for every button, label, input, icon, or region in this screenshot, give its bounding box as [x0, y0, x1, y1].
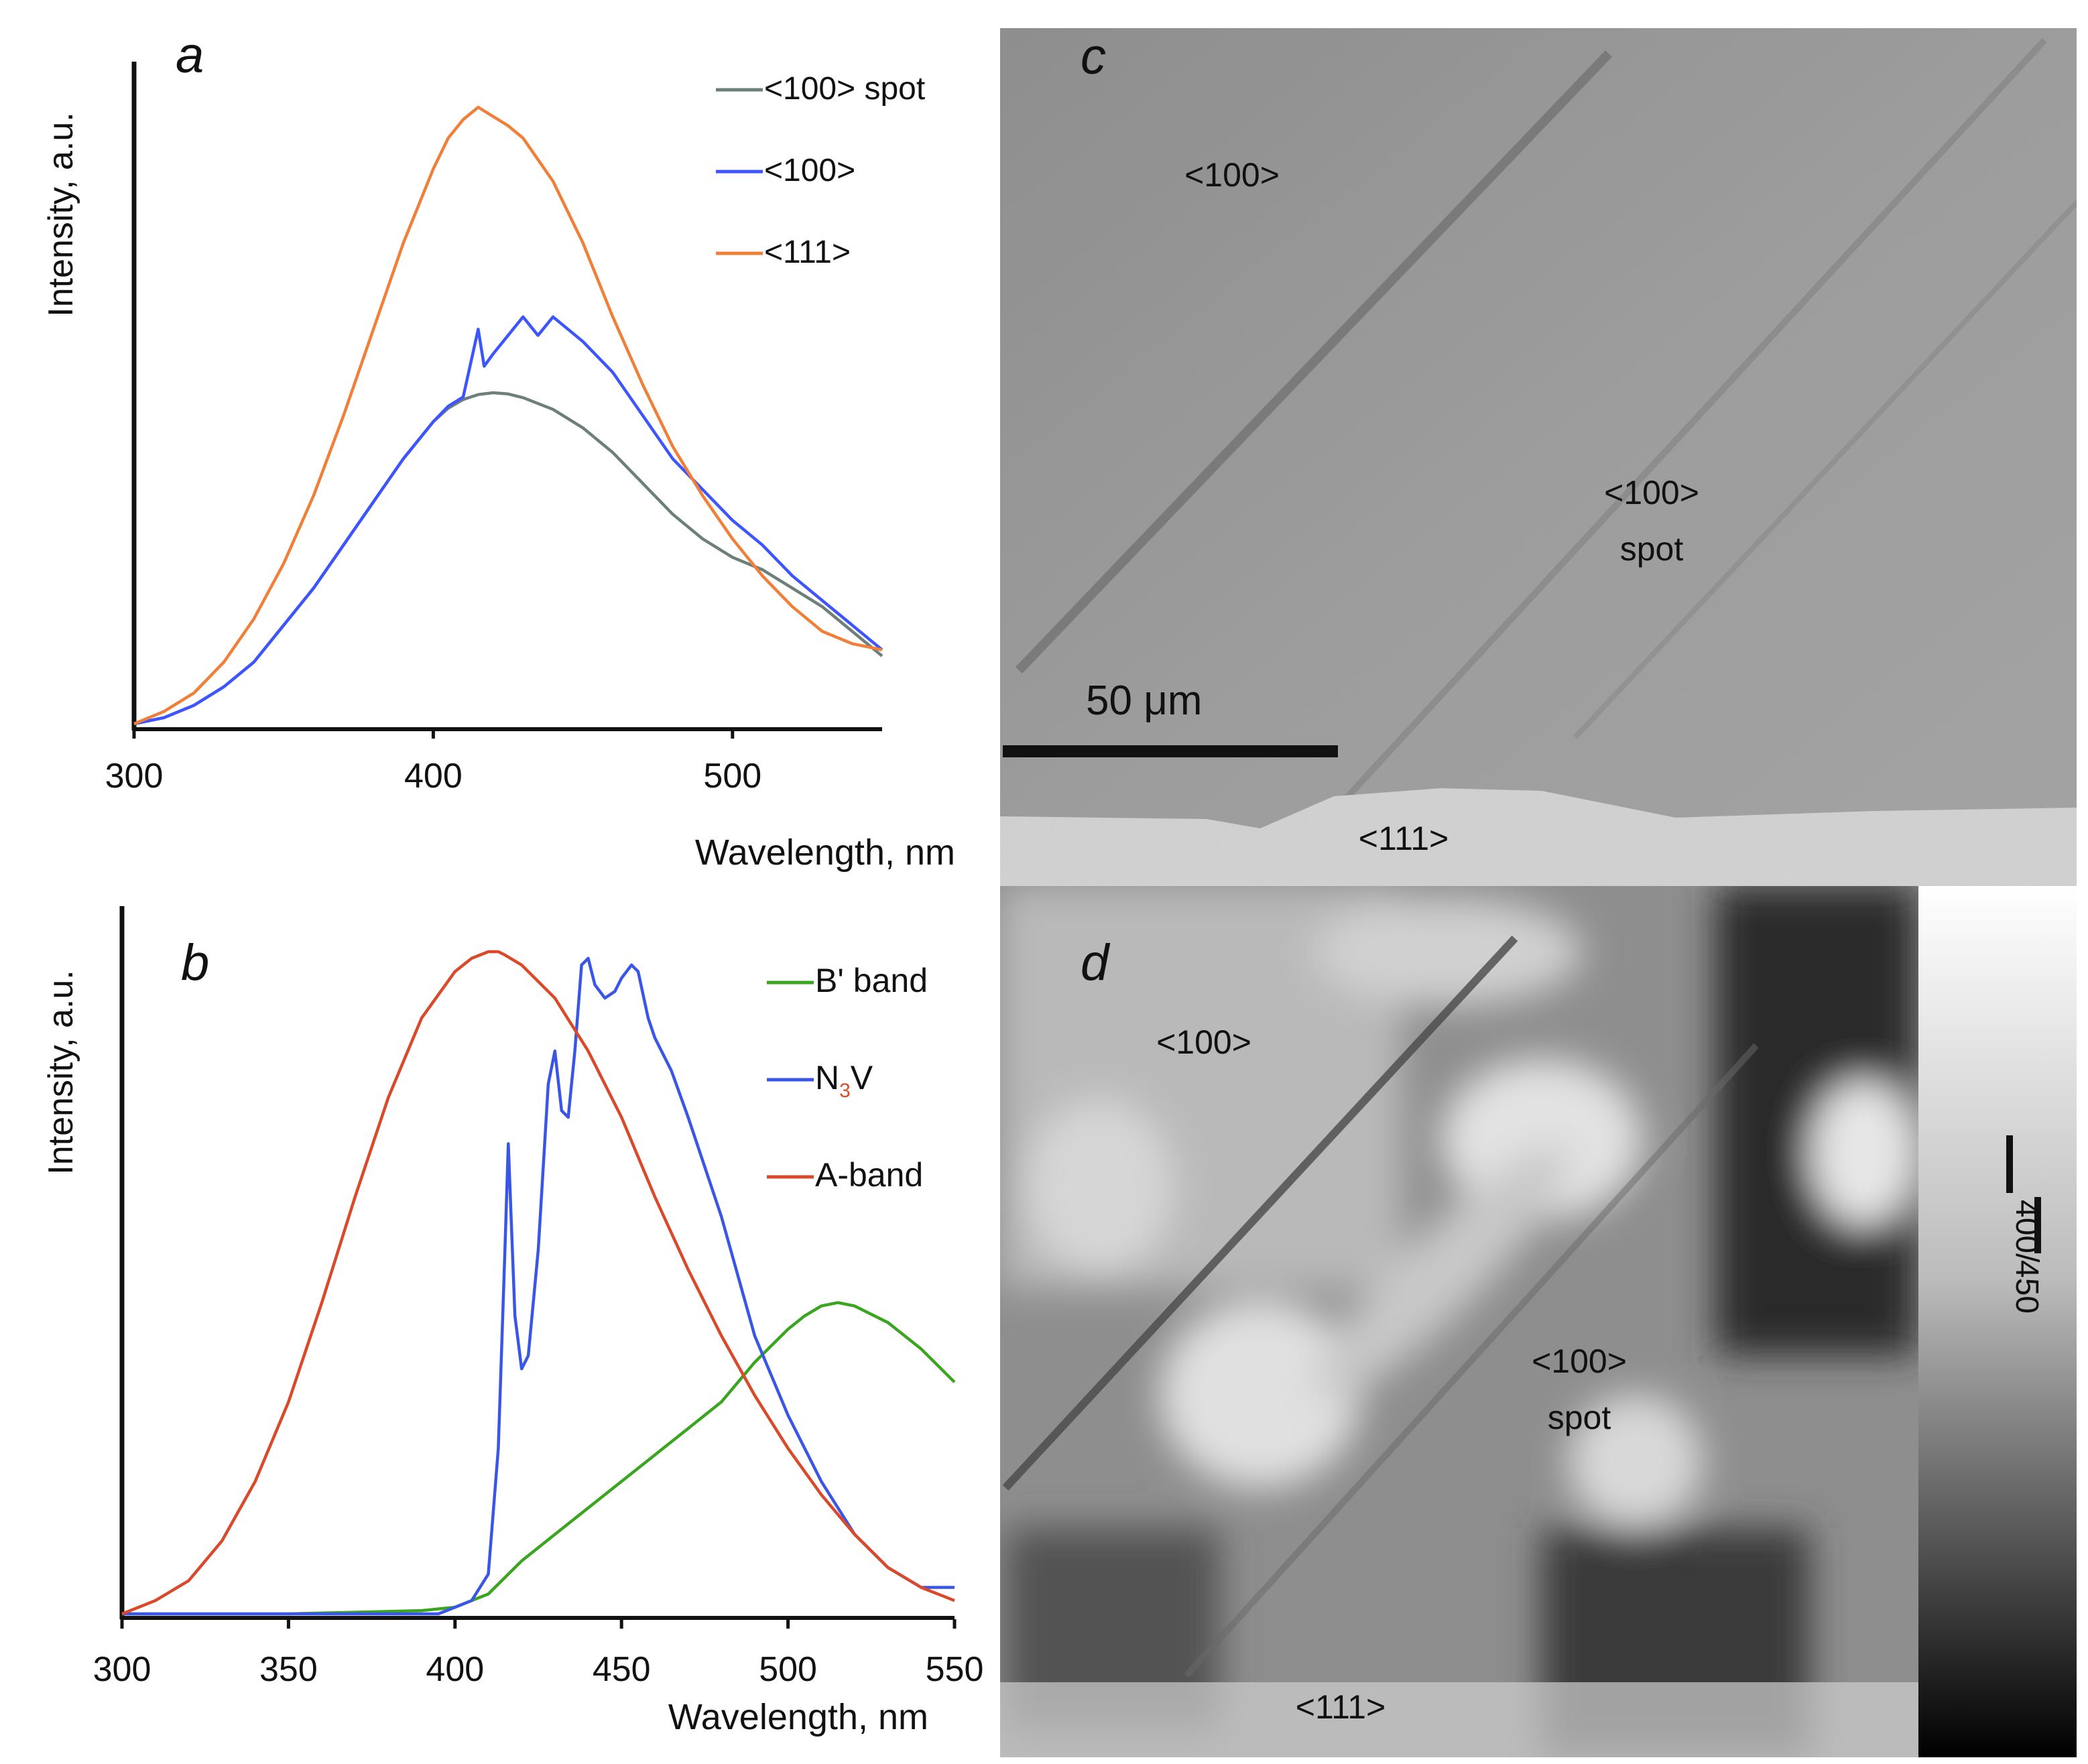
series-line-2 [133, 105, 883, 726]
panel-d-label-111: <111> [1296, 1688, 1386, 1726]
series-line-1 [133, 315, 883, 726]
colorbar-gradient [1918, 886, 2077, 1757]
x-tick-label: 450 [593, 1650, 651, 1689]
panel-c-label-111: <111> [1359, 820, 1449, 857]
x-tick-label: 500 [703, 757, 761, 796]
panel-b-chart: b Intensity, a.u. Wavelength, nm 300 350 4… [42, 906, 983, 1737]
legend-label: A-band [815, 1156, 923, 1194]
legend-label: <100> spot [764, 71, 925, 107]
panel-c-scale-bar [1003, 745, 1338, 757]
panel-d-map: d <100> <100> spot <111> [1000, 886, 1918, 1757]
series-line-0 [122, 1301, 956, 1616]
x-tick-label: 300 [105, 757, 164, 796]
panel-c-grain [1000, 28, 2077, 886]
panel-d-streak [1002, 935, 1518, 1491]
panel-d-colorbar: 400/ 450 [1918, 886, 2077, 1757]
colorbar-label-400: 400/ [2009, 1200, 2044, 1263]
panel-d-label-spot-line1: <100> [1532, 1342, 1627, 1380]
x-tick-label: 400 [404, 757, 463, 796]
panel-a-chart: a Intensity, a.u. Wavelength, nm 300 400 5… [42, 27, 955, 873]
x-tick-label: 550 [926, 1650, 984, 1689]
x-tick-label: 400 [426, 1650, 484, 1689]
panel-a-x-label: Wavelength, nm [695, 832, 955, 873]
series-line-2 [121, 950, 955, 1616]
series-line-0 [133, 391, 883, 726]
panel-c-scale-label: 50 μm [1086, 678, 1203, 724]
x-tick-label: 350 [259, 1650, 318, 1689]
panel-d-letter: d [1081, 934, 1111, 991]
panel-d-label-spot-line2: spot [1548, 1399, 1611, 1436]
panel-d-streak [1184, 1043, 1759, 1678]
legend-label: <100> [764, 153, 855, 188]
series-line-1 [122, 956, 955, 1616]
panel-c-label-100: <100> [1184, 156, 1280, 194]
panel-c-label-spot-line1: <100> [1604, 474, 1699, 511]
panel-a-letter: a [176, 27, 204, 84]
panel-a-y-label: Intensity, a.u. [42, 112, 80, 316]
panel-c-micrograph: c <100> <100> spot <111> 50 μm [1000, 28, 2077, 886]
panel-c-label-spot-line2: spot [1620, 530, 1684, 568]
colorbar-label-450: 450 [2009, 1260, 2044, 1314]
panel-b-y-label: Intensity, a.u. [42, 970, 80, 1174]
legend-label: N3V [815, 1059, 873, 1102]
panel-d-label-100: <100> [1156, 1023, 1251, 1061]
panel-b-x-label: Wavelength, nm [668, 1697, 928, 1737]
x-tick-label: 500 [759, 1650, 817, 1689]
panel-b-letter: b [181, 934, 209, 991]
legend-label: <111> [764, 235, 851, 270]
legend-label: B' band [815, 962, 928, 999]
x-tick-label: 300 [93, 1650, 151, 1689]
panel-d-111-region [1000, 1682, 1918, 1757]
panel-c-letter: c [1081, 28, 1106, 85]
